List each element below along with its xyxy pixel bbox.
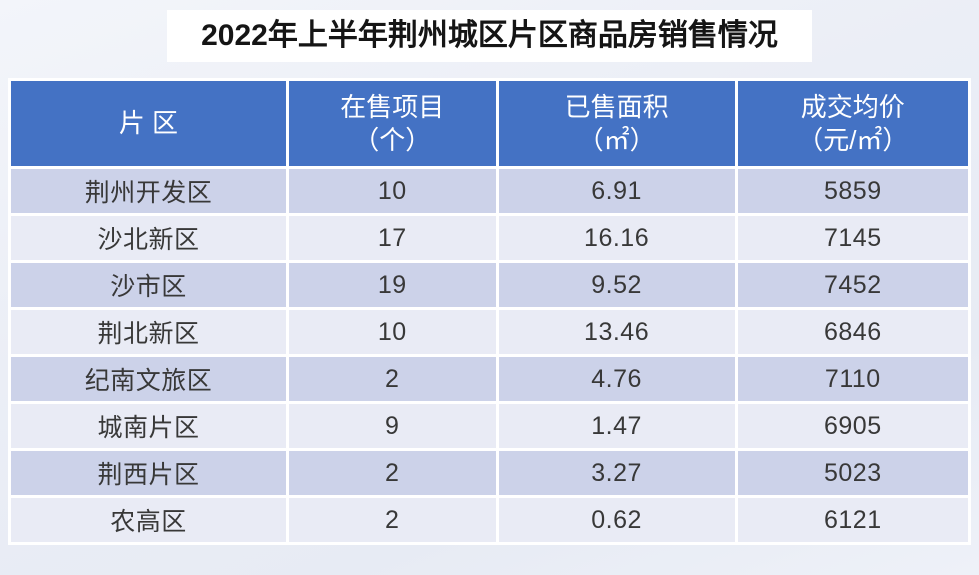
district-cell: 沙北新区	[11, 216, 286, 260]
district-cell: 荆州开发区	[11, 169, 286, 213]
area-cell: 3.27	[498, 451, 735, 495]
projects-cell: 2	[288, 357, 496, 401]
projects-cell: 10	[288, 310, 496, 354]
price-cell: 7110	[737, 357, 968, 401]
projects-cell: 2	[288, 498, 496, 542]
header-projects-label: 在售项目	[340, 91, 445, 122]
header-district-label: 片 区	[118, 108, 179, 138]
header-price-label: 成交均价	[800, 91, 905, 122]
district-cell: 沙市区	[11, 263, 286, 307]
district-cell: 荆西片区	[11, 451, 286, 495]
price-cell: 6121	[737, 498, 968, 542]
table-row: 纪南文旅区 2 4.76 7110	[11, 357, 968, 401]
table-row: 荆州开发区 10 6.91 5859	[11, 169, 968, 213]
table-row: 沙市区 19 9.52 7452	[11, 263, 968, 307]
table-row: 荆北新区 10 13.46 6846	[11, 310, 968, 354]
header-area: 已售面积 （㎡）	[498, 81, 735, 166]
area-cell: 6.91	[498, 169, 735, 213]
area-cell: 16.16	[498, 216, 735, 260]
price-cell: 6905	[737, 404, 968, 448]
price-cell: 5023	[737, 451, 968, 495]
page-title: 2022年上半年荆州城区片区商品房销售情况	[167, 10, 812, 62]
header-price-unit: （元/㎡）	[797, 124, 909, 155]
area-cell: 9.52	[498, 263, 735, 307]
price-cell: 5859	[737, 169, 968, 213]
table-row: 城南片区 9 1.47 6905	[11, 404, 968, 448]
area-cell: 0.62	[498, 498, 735, 542]
district-cell: 纪南文旅区	[11, 357, 286, 401]
area-cell: 1.47	[498, 404, 735, 448]
district-cell: 城南片区	[11, 404, 286, 448]
area-cell: 13.46	[498, 310, 735, 354]
table-row: 沙北新区 17 16.16 7145	[11, 216, 968, 260]
header-area-label: 已售面积	[564, 91, 669, 122]
header-price: 成交均价 （元/㎡）	[737, 81, 968, 166]
price-cell: 6846	[737, 310, 968, 354]
header-projects: 在售项目 （个）	[288, 81, 496, 166]
projects-cell: 2	[288, 451, 496, 495]
sales-table: 片 区 在售项目 （个） 已售面积 （㎡） 成交均价 （元/㎡） 荆州开发区 1…	[8, 78, 971, 545]
area-cell: 4.76	[498, 357, 735, 401]
table-row: 农高区 2 0.62 6121	[11, 498, 968, 542]
price-cell: 7145	[737, 216, 968, 260]
header-district: 片 区	[11, 81, 286, 166]
district-cell: 荆北新区	[11, 310, 286, 354]
projects-cell: 9	[288, 404, 496, 448]
table-body: 荆州开发区 10 6.91 5859 沙北新区 17 16.16 7145 沙市…	[11, 169, 968, 542]
header-area-unit: （㎡）	[577, 124, 656, 155]
table-row: 荆西片区 2 3.27 5023	[11, 451, 968, 495]
title-bar: 2022年上半年荆州城区片区商品房销售情况	[0, 0, 979, 62]
projects-cell: 10	[288, 169, 496, 213]
district-cell: 农高区	[11, 498, 286, 542]
projects-cell: 19	[288, 263, 496, 307]
projects-cell: 17	[288, 216, 496, 260]
price-cell: 7452	[737, 263, 968, 307]
header-row: 片 区 在售项目 （个） 已售面积 （㎡） 成交均价 （元/㎡）	[11, 81, 968, 166]
table-header: 片 区 在售项目 （个） 已售面积 （㎡） 成交均价 （元/㎡）	[11, 81, 968, 166]
header-projects-unit: （个）	[353, 124, 432, 155]
